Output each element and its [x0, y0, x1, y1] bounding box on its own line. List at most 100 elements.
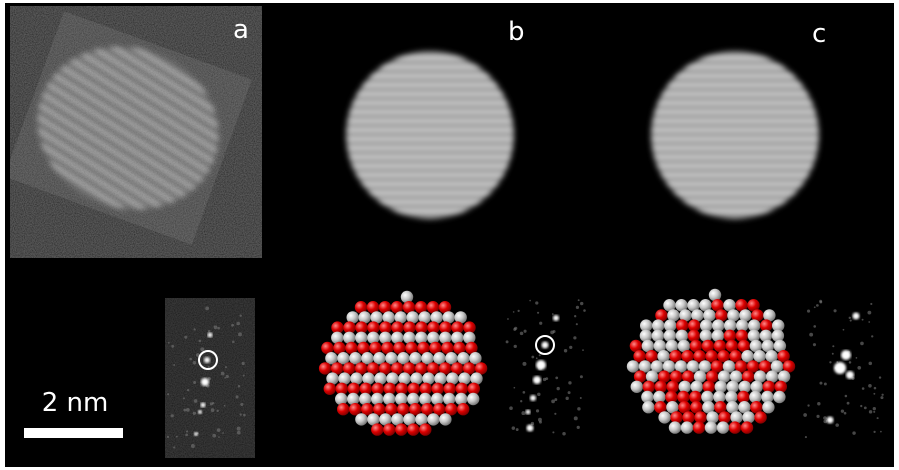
fft-speckle — [574, 416, 578, 420]
fft-speckle — [807, 310, 810, 313]
figure: a b c 2 nm — [0, 0, 899, 470]
atom-gray — [391, 332, 403, 344]
fft-speckle — [850, 320, 852, 322]
fft-speckle — [212, 402, 214, 404]
fft-speckle — [239, 314, 241, 316]
atom-gray — [631, 381, 643, 393]
fft-speckle — [237, 427, 241, 431]
fft-speckle — [224, 405, 226, 407]
atom-red — [729, 421, 741, 433]
fft-speckle — [211, 408, 215, 412]
fft-speckle — [225, 366, 227, 368]
fft-speckle — [852, 431, 855, 434]
fft-speckle — [823, 416, 827, 420]
fft-speckle — [191, 444, 195, 448]
atom-red — [337, 403, 349, 415]
fft-speckle — [857, 366, 861, 370]
atom-red — [741, 421, 753, 433]
fft-speckle — [862, 319, 864, 321]
fft-speckle — [868, 384, 872, 388]
fft-speckle — [817, 402, 820, 405]
atom-gray — [467, 393, 479, 405]
fft-spot — [853, 313, 860, 320]
atom-red — [754, 411, 766, 423]
fft-speckle — [506, 340, 509, 343]
fft-speckle — [873, 393, 875, 395]
fft-speckle — [580, 375, 583, 378]
fft-speckle — [573, 336, 576, 339]
panel-c-image — [651, 51, 819, 219]
fft-speckle — [221, 372, 225, 376]
fft-speckle — [186, 408, 190, 412]
fft-speckle — [862, 387, 865, 390]
fft-speckle — [524, 330, 527, 333]
fft-speckle — [881, 394, 883, 396]
fft-speckle — [860, 405, 862, 407]
fft-speckle — [805, 436, 807, 438]
fft-spot — [527, 425, 534, 432]
fft-speckle — [199, 340, 202, 343]
atom-gray — [415, 332, 427, 344]
fft-speckle — [237, 431, 241, 435]
fft-speckle — [583, 309, 586, 312]
atom-gray — [403, 332, 415, 344]
atom-red — [371, 423, 383, 435]
panel-label: b — [508, 17, 525, 47]
fft-speckle — [807, 404, 809, 406]
fft-speckle — [880, 396, 883, 399]
fft-speckle — [864, 406, 867, 409]
fft-speckle — [520, 332, 524, 336]
fft-speckle — [819, 300, 822, 303]
scale-bar — [24, 428, 123, 438]
panel-a-image — [4, 6, 262, 258]
fft-speckle — [869, 410, 872, 413]
fft-speckle — [516, 428, 519, 431]
fft-speckle — [564, 349, 567, 352]
fft-speckle — [513, 311, 515, 313]
fft-speckle — [849, 317, 851, 319]
fft-speckle — [167, 393, 169, 395]
fft-speckle — [171, 414, 174, 417]
fft-speckle — [569, 346, 572, 349]
fft-speckle — [832, 345, 834, 347]
fft-speckle — [867, 311, 871, 315]
fft-speckle — [520, 400, 522, 402]
atom-gray — [658, 411, 670, 423]
fft-speckle — [529, 300, 531, 302]
atom-red — [383, 423, 395, 435]
fft-speckle — [238, 332, 242, 336]
atom-gray — [427, 413, 439, 425]
fft-spot — [536, 360, 546, 370]
atom-gray — [762, 401, 774, 413]
fft-speckle — [877, 417, 879, 419]
fft-speckle — [226, 375, 229, 378]
fft-spot — [208, 333, 213, 338]
fft-speckle — [568, 391, 571, 394]
fft-speckle — [582, 349, 584, 351]
fft-speckle — [193, 412, 196, 415]
fft-spot — [204, 357, 210, 363]
fft-spot — [526, 410, 531, 415]
fft-speckle — [217, 410, 219, 412]
fft-spot — [530, 395, 536, 401]
fft-speckle — [168, 342, 170, 344]
fft-spot — [198, 410, 202, 414]
fft-speckle — [580, 302, 583, 305]
fft-speckle — [231, 324, 234, 327]
atom-gray — [355, 332, 367, 344]
fft-speckle — [183, 397, 185, 399]
fft-speckle — [834, 309, 837, 312]
scale-bar-label: 2 nm — [42, 388, 109, 418]
fft-speckle — [217, 327, 220, 330]
fft-spot — [846, 371, 854, 379]
fft-speckle — [235, 395, 238, 398]
panel-a-fft — [165, 298, 255, 458]
fft-spot — [827, 417, 834, 424]
fft-speckle — [176, 436, 178, 438]
fft-speckle — [531, 422, 534, 425]
fft-speckle — [217, 428, 221, 432]
fft-speckle — [814, 306, 816, 308]
fft-speckle — [208, 330, 211, 333]
fft-speckle — [518, 310, 520, 312]
fft-speckle — [824, 382, 827, 385]
